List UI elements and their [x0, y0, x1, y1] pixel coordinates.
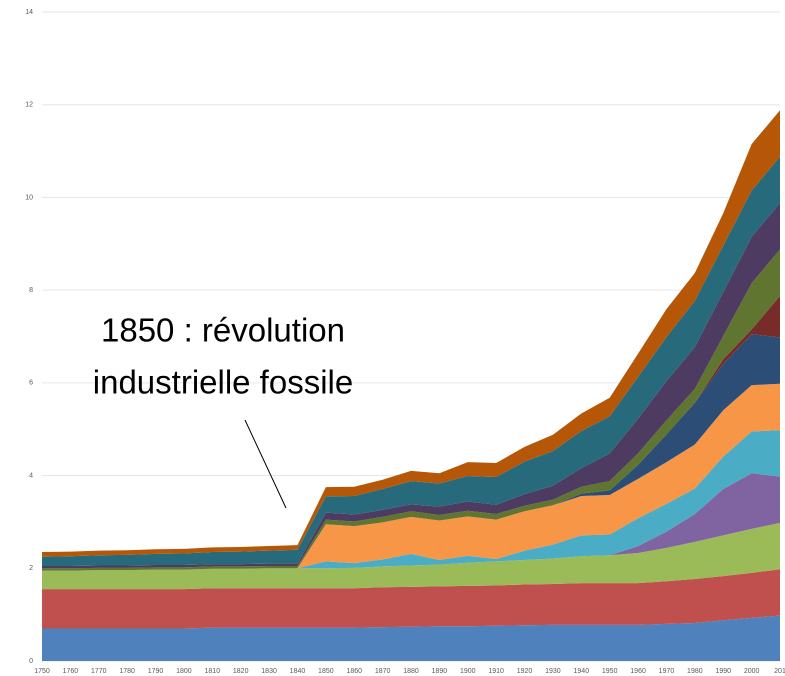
area [42, 430, 780, 571]
y-tick-label: 2 [29, 565, 33, 572]
annotation: 1850 : révolution [101, 312, 345, 349]
x-tick-label: 1870 [375, 668, 391, 675]
area [42, 249, 780, 571]
annotation-leader [244, 419, 287, 509]
x-tick-label: 1940 [574, 668, 590, 675]
x-tick-label: 1990 [715, 668, 731, 675]
area [42, 202, 780, 569]
area [42, 156, 780, 566]
x-tick-label: 1910 [488, 668, 504, 675]
y-tick-label: 10 [25, 194, 33, 201]
y-tick-label: 14 [25, 9, 33, 16]
x-tick-label: 1920 [517, 668, 533, 675]
x-tick-label: 1880 [403, 668, 419, 675]
x-tick-label: 1960 [630, 668, 646, 675]
x-tick-label: 1850 [318, 668, 334, 675]
x-tick-label: 1980 [687, 668, 703, 675]
area [42, 615, 780, 661]
x-tick-label: 2000 [744, 668, 760, 675]
x-tick-label: 1830 [261, 668, 277, 675]
x-tick-label: 201 [774, 668, 785, 675]
x-tick-label: 1750 [34, 668, 50, 675]
x-tick-label: 1760 [63, 668, 79, 675]
y-tick-label: 4 [29, 472, 33, 479]
x-tick-label: 1800 [176, 668, 192, 675]
x-tick-label: 1970 [659, 668, 675, 675]
annotation: industrielle fossile [93, 364, 353, 401]
x-tick-label: 1900 [460, 668, 476, 675]
area [42, 522, 780, 590]
x-tick-label: 1790 [148, 668, 164, 675]
y-tick-label: 0 [29, 658, 33, 665]
y-tick-label: 12 [25, 102, 33, 109]
area [42, 569, 780, 629]
x-tick-label: 1820 [233, 668, 249, 675]
x-tick-label: 1950 [602, 668, 618, 675]
y-tick-label: 6 [29, 380, 33, 387]
y-tick-label: 8 [29, 287, 33, 294]
x-tick-label: 1860 [346, 668, 362, 675]
x-tick-label: 1890 [432, 668, 448, 675]
x-tick-label: 1810 [205, 668, 221, 675]
x-tick-label: 1930 [545, 668, 561, 675]
x-tick-label: 1780 [119, 668, 135, 675]
area [42, 383, 780, 571]
x-tick-label: 1840 [290, 668, 306, 675]
x-tick-label: 1770 [91, 668, 107, 675]
